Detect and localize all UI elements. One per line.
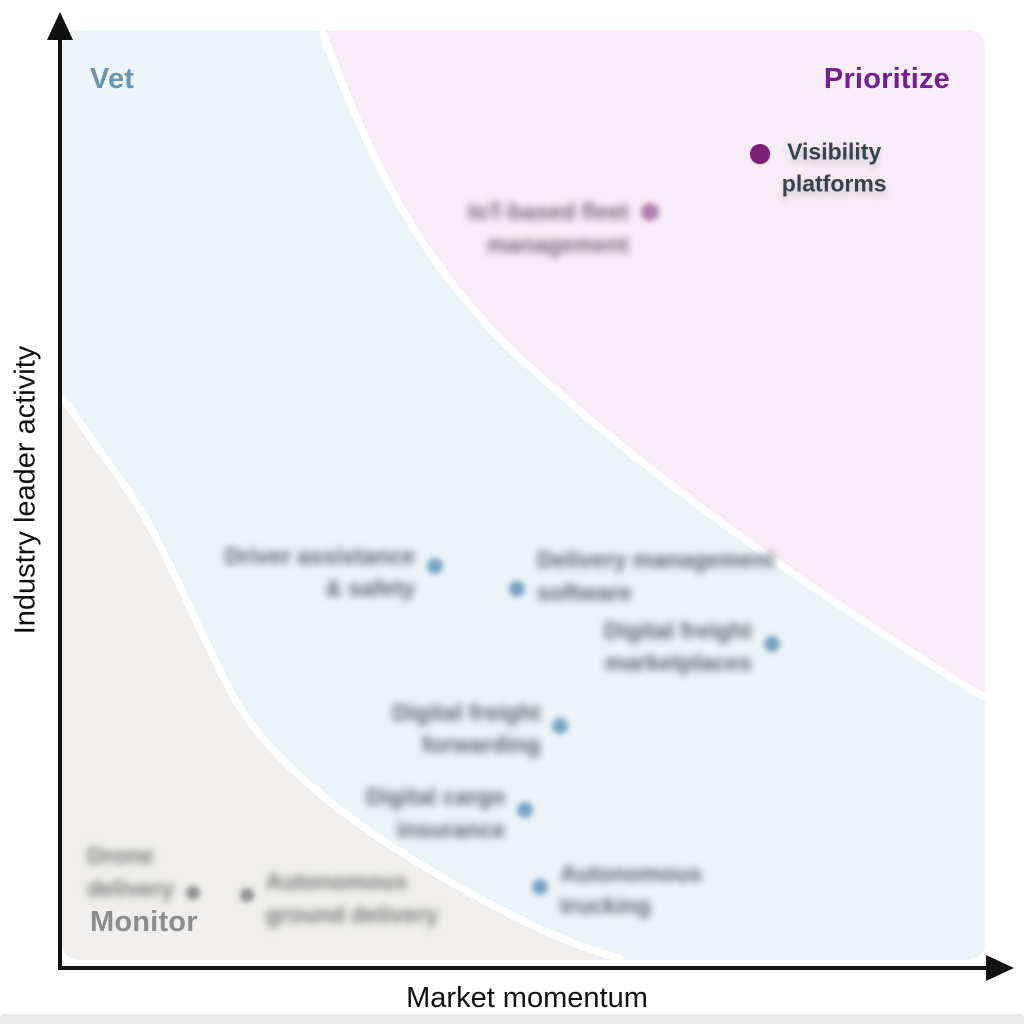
point-label-line: & safety bbox=[325, 575, 415, 602]
point-label-line: Autonomous bbox=[265, 868, 408, 895]
point-label-line: Driver assistance bbox=[224, 542, 415, 569]
point-label-line: Drone bbox=[87, 842, 154, 869]
point-label-line: trucking bbox=[560, 892, 651, 919]
point-dot-digital-freight-marketplaces bbox=[763, 635, 780, 652]
point-label-visibility-platforms: Visibility platforms bbox=[782, 135, 887, 200]
y-axis-line bbox=[58, 26, 62, 970]
point-dot-digital-cargo-insurance bbox=[517, 802, 534, 819]
point-dot-visibility-platforms bbox=[749, 143, 770, 164]
point-label-iot-based-fleet-management: IoT-based fleet management bbox=[468, 196, 629, 261]
point-label-drone-delivery: Drone delivery bbox=[87, 839, 174, 904]
point-label-line: delivery bbox=[87, 875, 175, 902]
x-axis-line bbox=[58, 966, 990, 970]
point-label-line: management bbox=[487, 231, 629, 258]
monitor-separator bbox=[62, 395, 625, 960]
point-dot-autonomous-trucking bbox=[532, 878, 549, 895]
plot-area: Vet Prioritize Monitor Visibility platfor… bbox=[62, 30, 985, 960]
point-label-line: software bbox=[537, 578, 632, 605]
point-label-line: forwarding bbox=[421, 731, 541, 758]
point-dot-drone-delivery bbox=[186, 886, 201, 901]
prioritize-separator bbox=[318, 30, 985, 701]
point-label-autonomous-ground-delivery: Autonomous ground delivery bbox=[266, 866, 439, 931]
point-label-digital-freight-forwarding: Digital freight forwarding bbox=[392, 696, 540, 761]
point-dot-autonomous-ground-delivery bbox=[239, 887, 254, 902]
point-label-line: Digital cargo bbox=[366, 783, 506, 810]
point-label-line: Digital freight bbox=[392, 699, 541, 726]
y-axis-arrow-icon bbox=[47, 12, 73, 40]
zone-label-prioritize: Prioritize bbox=[823, 63, 950, 95]
monitor-zone bbox=[62, 397, 624, 960]
point-label-line: platforms bbox=[781, 171, 887, 198]
zone-background bbox=[62, 30, 985, 960]
x-axis-arrow-icon bbox=[986, 955, 1014, 981]
point-label-line: Delivery management bbox=[537, 546, 775, 573]
point-label-autonomous-trucking: Autonomous trucking bbox=[560, 857, 702, 922]
zone-label-vet: Vet bbox=[90, 63, 135, 95]
point-label-delivery-management-software: Delivery management software bbox=[537, 543, 775, 608]
point-label-driver-assistance-safety: Driver assistance & safety bbox=[224, 540, 415, 605]
point-dot-driver-assistance-safety bbox=[426, 557, 443, 574]
bottom-edge-strip bbox=[0, 1014, 1024, 1024]
point-label-line: insurance bbox=[396, 816, 506, 843]
zone-label-monitor: Monitor bbox=[90, 906, 198, 938]
point-label-line: marketplaces bbox=[604, 650, 752, 677]
point-label-digital-cargo-insurance: Digital cargo insurance bbox=[366, 781, 505, 846]
prioritize-zone bbox=[322, 30, 985, 698]
point-dot-digital-freight-forwarding bbox=[552, 717, 569, 734]
point-label-line: IoT-based fleet bbox=[467, 198, 629, 225]
y-axis-label: Industry leader activity bbox=[9, 345, 42, 635]
point-label-line: ground delivery bbox=[265, 901, 439, 928]
point-dot-delivery-management-software bbox=[509, 580, 526, 597]
point-label-digital-freight-marketplaces: Digital freight marketplaces bbox=[604, 614, 752, 679]
point-label-line: Autonomous bbox=[560, 860, 702, 887]
point-dot-iot-based-fleet-management bbox=[640, 203, 659, 222]
point-label-line: Visibility bbox=[787, 138, 882, 165]
point-label-line: Digital freight bbox=[603, 617, 752, 644]
x-axis-label: Market momentum bbox=[406, 982, 648, 1014]
